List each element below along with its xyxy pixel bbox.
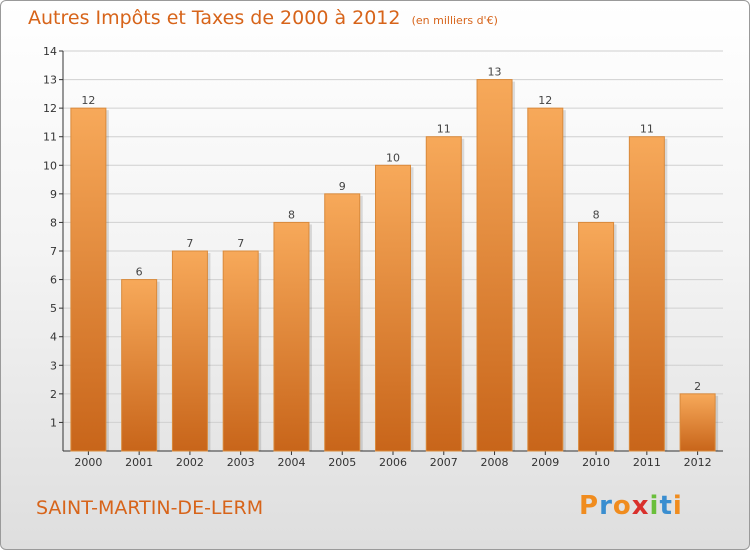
bar-2009 bbox=[527, 107, 564, 452]
bar-2005 bbox=[324, 193, 361, 452]
proxiti-logo: Proxiti bbox=[579, 491, 683, 521]
bar-2006 bbox=[375, 164, 411, 452]
y-tick-label: 7 bbox=[50, 245, 57, 258]
x-tick-label: 2006 bbox=[379, 456, 407, 469]
bar-2003 bbox=[222, 250, 259, 452]
y-tick-label: 11 bbox=[43, 131, 57, 144]
bar-2000 bbox=[70, 107, 107, 452]
y-tick-label: 8 bbox=[50, 216, 57, 229]
x-tick-label: 2012 bbox=[684, 456, 712, 469]
y-tick-label: 13 bbox=[43, 74, 57, 87]
chart-unit-note: (en milliers d'€) bbox=[411, 14, 498, 27]
chart-title-row: Autres Impôts et Taxes de 2000 à 2012 (e… bbox=[28, 7, 498, 29]
bar-2007 bbox=[425, 136, 462, 452]
x-tick-label: 2011 bbox=[633, 456, 661, 469]
y-tick-label: 12 bbox=[43, 102, 57, 115]
data-label: 7 bbox=[237, 237, 244, 250]
data-label: 12 bbox=[538, 94, 552, 107]
x-tick-label: 2000 bbox=[74, 456, 102, 469]
y-tick-label: 4 bbox=[50, 331, 57, 344]
x-tick-label: 2007 bbox=[430, 456, 458, 469]
x-tick-label: 2005 bbox=[328, 456, 356, 469]
x-tick-label: 2009 bbox=[531, 456, 559, 469]
data-label: 2 bbox=[694, 380, 701, 393]
data-label: 7 bbox=[186, 237, 193, 250]
data-label: 13 bbox=[488, 66, 502, 79]
y-tick-label: 10 bbox=[43, 159, 57, 172]
x-tick-label: 2008 bbox=[481, 456, 509, 469]
data-label: 12 bbox=[81, 94, 95, 107]
bar-2008 bbox=[476, 79, 513, 452]
y-tick-label: 6 bbox=[50, 274, 57, 287]
bars bbox=[70, 79, 719, 452]
x-tick-label: 2001 bbox=[125, 456, 153, 469]
y-tick-label: 2 bbox=[50, 388, 57, 401]
x-tick-label: 2002 bbox=[176, 456, 204, 469]
data-label: 11 bbox=[640, 123, 654, 136]
logo-letter: t bbox=[659, 491, 673, 521]
y-tick-label: 3 bbox=[50, 359, 57, 372]
bar-2004 bbox=[273, 221, 310, 452]
x-tick-label: 2004 bbox=[277, 456, 305, 469]
bar-2011 bbox=[628, 136, 665, 452]
y-tick-label: 5 bbox=[50, 302, 57, 315]
logo-letter: r bbox=[599, 491, 613, 521]
logo-letter: o bbox=[612, 491, 632, 521]
bar-2012 bbox=[679, 393, 716, 452]
data-label: 11 bbox=[437, 123, 451, 136]
logo-letter: i bbox=[649, 491, 660, 521]
logo-letter: i bbox=[672, 491, 683, 521]
commune-name: SAINT-MARTIN-DE-LERM bbox=[36, 497, 264, 519]
data-label: 9 bbox=[339, 180, 346, 193]
data-labels: 12 6 7 7 8 9 10 11 13 12 8 11 2 bbox=[81, 66, 701, 393]
x-tick-label: 2010 bbox=[582, 456, 610, 469]
logo-letter: x bbox=[631, 491, 650, 521]
logo-letter: P bbox=[579, 491, 600, 521]
bar-2002 bbox=[171, 250, 208, 452]
data-label: 8 bbox=[593, 208, 600, 221]
chart-title: Autres Impôts et Taxes de 2000 à 2012 bbox=[28, 7, 401, 29]
data-label: 10 bbox=[386, 151, 400, 164]
bar-2001 bbox=[121, 279, 158, 452]
y-tick-label: 1 bbox=[50, 416, 57, 429]
data-label: 8 bbox=[288, 208, 295, 221]
x-tick-labels: 2000 2001 2002 2003 2004 2005 2006 2007 2008 2009… bbox=[74, 456, 711, 469]
y-tick-label: 14 bbox=[43, 45, 57, 58]
x-tick-label: 2003 bbox=[227, 456, 255, 469]
y-tick-label: 9 bbox=[50, 188, 57, 201]
bar-2010 bbox=[578, 221, 615, 452]
data-label: 6 bbox=[136, 266, 143, 279]
